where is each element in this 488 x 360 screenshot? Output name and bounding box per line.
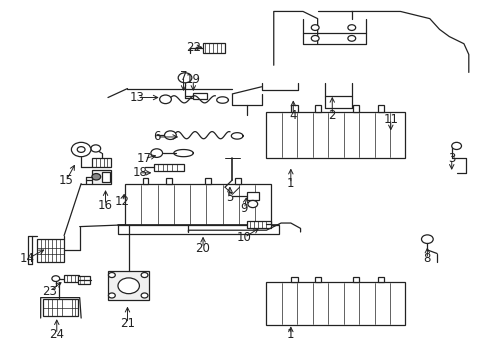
Circle shape xyxy=(71,142,91,157)
Text: 10: 10 xyxy=(237,231,251,244)
Bar xyxy=(193,93,206,99)
Text: 8: 8 xyxy=(423,252,430,265)
Circle shape xyxy=(52,276,60,282)
Text: 22: 22 xyxy=(185,41,201,54)
Circle shape xyxy=(141,273,148,278)
Bar xyxy=(246,221,271,228)
Bar xyxy=(78,276,90,284)
Bar xyxy=(266,112,405,158)
Bar xyxy=(125,184,271,225)
Circle shape xyxy=(347,36,355,41)
Circle shape xyxy=(347,25,355,31)
Circle shape xyxy=(108,293,115,298)
Circle shape xyxy=(421,235,432,243)
Bar xyxy=(291,277,297,282)
Text: 23: 23 xyxy=(42,285,57,298)
Bar xyxy=(352,277,358,282)
Circle shape xyxy=(311,25,319,31)
Bar xyxy=(102,172,110,182)
Text: 1: 1 xyxy=(286,177,294,190)
Circle shape xyxy=(386,129,398,138)
Circle shape xyxy=(141,293,148,298)
Bar xyxy=(154,164,183,171)
Circle shape xyxy=(151,149,162,157)
Text: 18: 18 xyxy=(132,166,147,179)
Text: 2: 2 xyxy=(328,109,335,122)
Circle shape xyxy=(178,73,191,83)
Circle shape xyxy=(311,36,319,41)
Bar xyxy=(92,158,111,167)
Bar xyxy=(291,105,297,112)
Circle shape xyxy=(159,95,171,104)
Text: 6: 6 xyxy=(153,130,160,144)
Circle shape xyxy=(247,201,257,208)
Text: 1: 1 xyxy=(286,328,294,341)
Circle shape xyxy=(164,131,176,139)
Text: 24: 24 xyxy=(49,328,64,341)
Bar xyxy=(377,105,383,112)
Bar xyxy=(118,225,278,234)
Text: 16: 16 xyxy=(98,199,113,212)
Bar xyxy=(234,178,240,184)
Circle shape xyxy=(91,145,101,152)
Bar xyxy=(142,178,148,184)
Text: 12: 12 xyxy=(115,195,130,208)
Bar xyxy=(266,282,405,325)
Bar xyxy=(43,299,78,316)
Text: 5: 5 xyxy=(226,192,233,204)
Text: 20: 20 xyxy=(195,242,210,255)
Text: 14: 14 xyxy=(20,252,35,265)
Text: 11: 11 xyxy=(383,113,397,126)
Circle shape xyxy=(92,174,101,180)
Text: 9: 9 xyxy=(240,202,248,215)
Bar xyxy=(165,178,171,184)
Circle shape xyxy=(451,142,461,149)
Circle shape xyxy=(108,273,115,278)
Bar xyxy=(314,105,321,112)
Text: 3: 3 xyxy=(447,152,454,165)
Bar xyxy=(108,271,149,300)
Bar xyxy=(203,42,224,53)
Text: 21: 21 xyxy=(120,317,135,330)
Bar xyxy=(92,170,111,184)
Text: 19: 19 xyxy=(185,73,201,86)
Circle shape xyxy=(77,147,85,152)
Text: 4: 4 xyxy=(289,109,296,122)
Bar xyxy=(246,192,259,200)
Text: 15: 15 xyxy=(59,174,74,186)
Text: 13: 13 xyxy=(129,91,144,104)
Bar xyxy=(37,239,64,262)
Text: 17: 17 xyxy=(137,152,152,165)
Circle shape xyxy=(118,278,139,294)
Bar xyxy=(205,178,211,184)
Bar xyxy=(377,277,383,282)
Bar xyxy=(64,275,79,282)
Bar xyxy=(314,277,321,282)
Text: 7: 7 xyxy=(180,69,187,82)
Bar xyxy=(352,105,358,112)
